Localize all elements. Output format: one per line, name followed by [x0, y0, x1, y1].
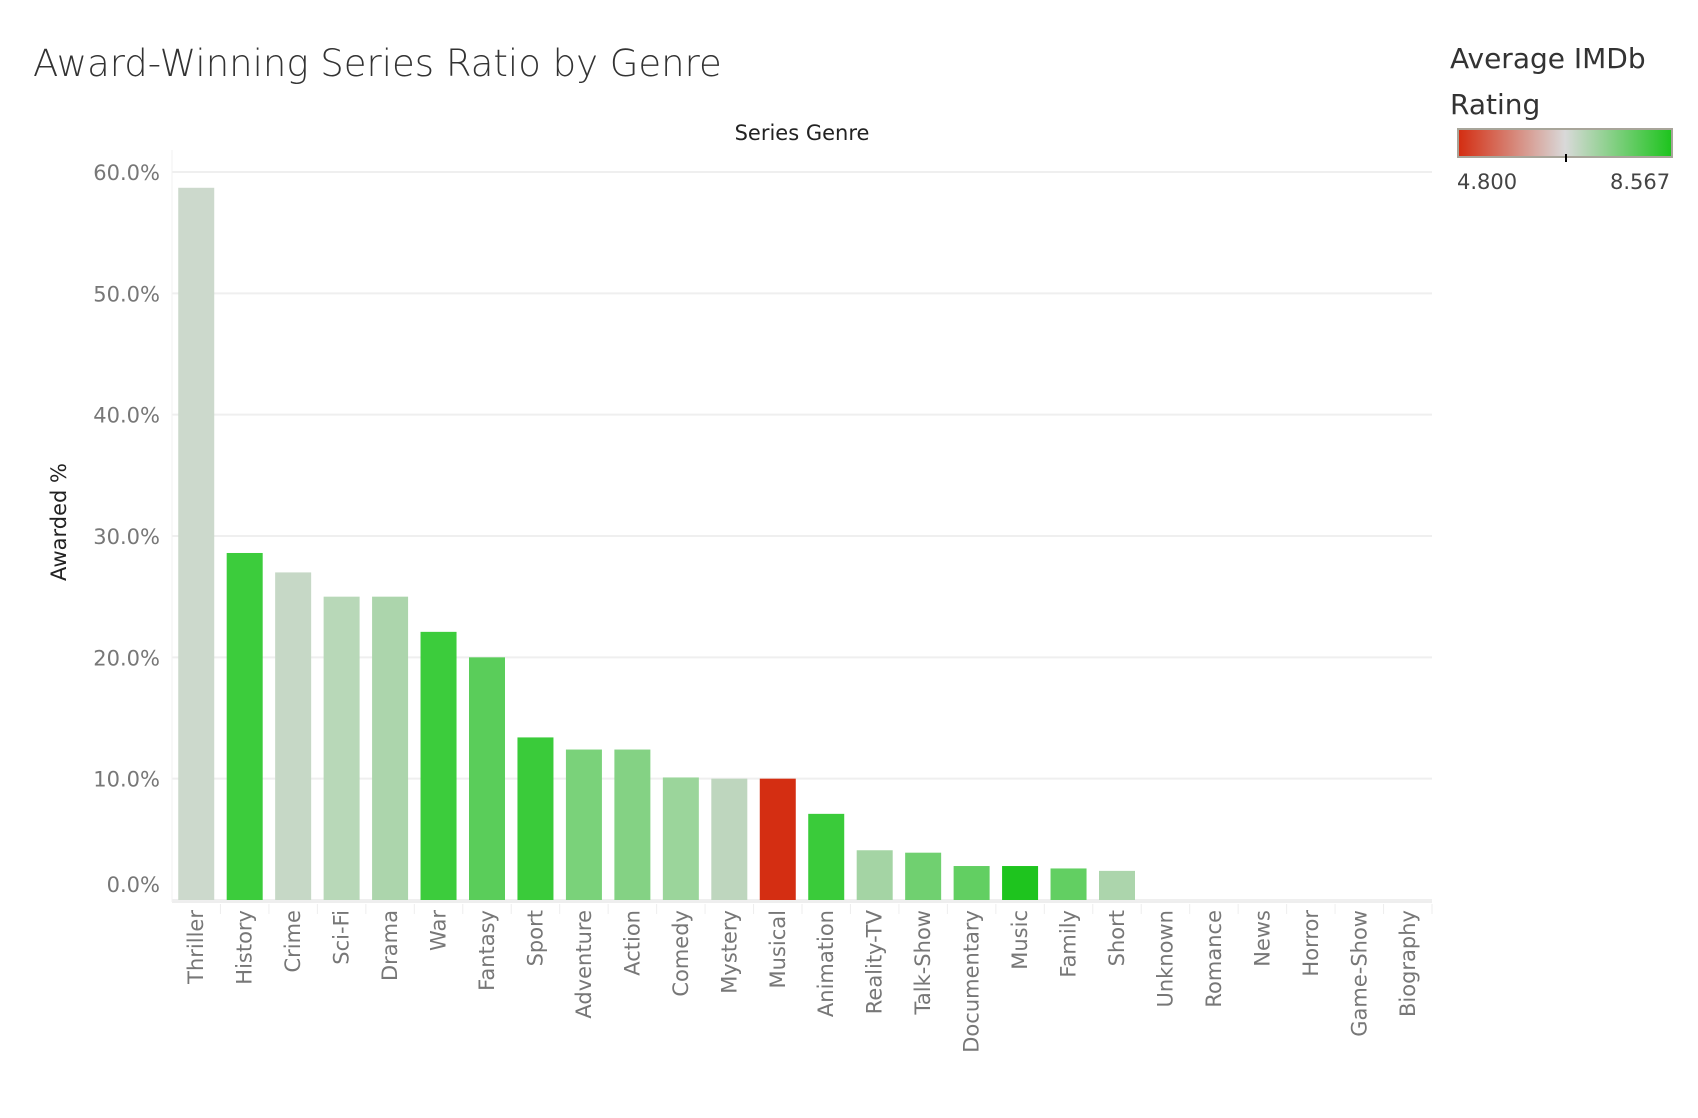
x-tick-label: Music [1008, 910, 1032, 970]
bar-fantasy [469, 657, 505, 900]
x-tick-label: Sci-Fi [330, 910, 354, 965]
bar-adventure [565, 749, 602, 900]
x-tick-label: Action [620, 910, 644, 976]
x-tick-label: Reality-TV [863, 909, 887, 1014]
y-tick-label: 50.0% [93, 282, 160, 306]
bar-thriller [178, 187, 215, 901]
x-tick-label: Game-Show [1347, 910, 1371, 1037]
x-tick-label: Adventure [572, 910, 596, 1019]
y-tick-label: 40.0% [93, 404, 160, 428]
x-tick-label: Animation [814, 910, 838, 1017]
legend-max-label: 8.567 [1610, 170, 1671, 194]
x-tick-label: Short [1105, 910, 1129, 966]
x-tick-label: Crime [281, 910, 305, 973]
x-tick-label: Family [1057, 910, 1081, 978]
x-tick-label: Horror [1299, 910, 1323, 977]
bar-short [1099, 870, 1135, 900]
x-tick-label: Talk-Show [911, 910, 935, 1015]
bar-drama [372, 596, 409, 900]
chart-title: Award-Winning Series Ratio by Genre [33, 42, 722, 85]
y-tick-label: 20.0% [93, 646, 160, 670]
bar-history [226, 552, 263, 900]
x-tick-label: Unknown [1153, 910, 1177, 1007]
x-tick-label: History [233, 910, 257, 985]
bar-family [1050, 868, 1087, 900]
bar-animation [808, 813, 845, 900]
x-axis-title: Series Genre [735, 121, 870, 145]
x-tick-label: News [1250, 910, 1274, 967]
x-tick-label: War [427, 910, 451, 951]
legend-min-label: 4.800 [1457, 170, 1518, 194]
x-tick-label: Sport [523, 910, 547, 966]
x-tick-label: Romance [1202, 910, 1226, 1008]
y-tick-label: 60.0% [93, 161, 160, 185]
x-tick-label: Thriller [184, 910, 208, 985]
bar-war [420, 631, 457, 900]
bar-talk-show [905, 852, 942, 900]
legend-title: Average IMDb Rating [1450, 42, 1646, 121]
y-axis-title: Awarded % [47, 463, 71, 581]
x-tick-label: Documentary [960, 910, 984, 1053]
bar-action [614, 749, 651, 900]
bar-documentary [953, 866, 990, 900]
x-tick-label: Biography [1396, 910, 1420, 1017]
x-tick-label: Mystery [717, 910, 741, 994]
x-tick-label: Comedy [669, 910, 693, 997]
y-tick-label: 0.0% [107, 873, 160, 897]
bar-reality-tv [856, 850, 893, 900]
legend-midpoint-tick [1565, 154, 1567, 162]
x-tick-label: Musical [766, 910, 790, 988]
bar-music [1002, 866, 1039, 900]
y-tick-label: 30.0% [93, 525, 160, 549]
bar-sci-fi [323, 596, 360, 900]
x-tick-label: Drama [378, 910, 402, 981]
bar-comedy [662, 777, 699, 900]
y-tick-label: 10.0% [93, 768, 160, 792]
bar-musical [759, 778, 796, 900]
x-tick-label: Fantasy [475, 910, 499, 991]
bar-mystery [711, 778, 748, 900]
bar-crime [275, 572, 312, 900]
bar-sport [517, 737, 554, 900]
